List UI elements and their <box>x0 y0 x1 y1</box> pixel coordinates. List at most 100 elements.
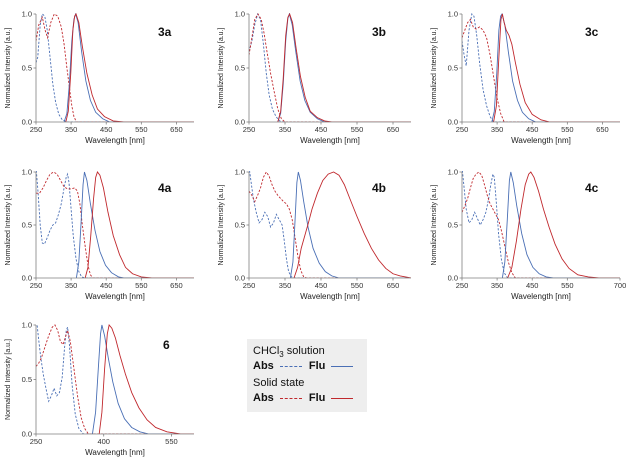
x-tick-label-4b: 350 <box>279 281 292 290</box>
chart-panel-3b: 0.0 0.5 1.0 250 350 450 550 650 Wavelength [nm] N… <box>218 10 411 145</box>
y-tick-label-3a: 0.0 <box>22 118 32 127</box>
y-tick-label-3c: 0.5 <box>448 64 458 73</box>
x-tick-label-4a: 650 <box>170 281 183 290</box>
panel-label-4b: 4b <box>372 181 386 195</box>
x-axis-title-3c: Wavelength [nm] <box>511 136 571 145</box>
y-axis-title-6: Normalized Intensity [a.u.] <box>5 339 12 420</box>
series-line-3c-red-solid <box>493 13 620 122</box>
legend-solution-label: CHCl <box>253 345 280 357</box>
legend-solid-abs-swatch <box>279 397 302 399</box>
panel-label-4c: 4c <box>585 181 599 195</box>
y-tick-label-3a: 1.0 <box>22 10 32 19</box>
legend-solid-label: Solid state <box>253 377 305 389</box>
legend-solution-entries: Abs Flu <box>253 360 357 372</box>
series-line-4c-blue-dashed <box>462 171 620 278</box>
chart-panel-4b: 0.0 0.5 1.0 250 350 450 550 650 Wavelength [nm] N… <box>218 168 411 301</box>
x-tick-label-4a: 550 <box>135 281 148 290</box>
panel-label-3c: 3c <box>585 25 599 39</box>
panel-label-6: 6 <box>163 338 170 352</box>
series-line-6-red-dashed <box>36 324 194 434</box>
panel-label-4a: 4a <box>158 181 172 195</box>
legend-solution-title: CHCl3 solution <box>253 345 325 359</box>
x-axis-title-3a: Wavelength [nm] <box>85 136 145 145</box>
legend-solution-abs-label: Abs <box>253 360 274 372</box>
series-line-3c-blue-solid <box>491 13 620 122</box>
x-axis-title-4c: Wavelength [nm] <box>511 292 571 301</box>
legend: CHCl3 solution Abs Flu Solid state Abs F… <box>247 339 367 412</box>
x-tick-label-4c: 350 <box>491 281 504 290</box>
legend-solution-sub: 3 <box>279 350 284 360</box>
x-tick-label-3c: 550 <box>561 125 574 134</box>
y-tick-label-4a: 1.0 <box>22 168 32 177</box>
series-line-4b-blue-dashed <box>249 171 411 278</box>
x-tick-label-4c: 250 <box>456 281 469 290</box>
x-tick-label-3a: 650 <box>170 125 183 134</box>
x-axis-title-4b: Wavelength [nm] <box>300 292 360 301</box>
x-tick-label-3c: 450 <box>526 125 539 134</box>
x-tick-label-6: 550 <box>165 437 178 446</box>
x-tick-label-3b: 350 <box>279 125 292 134</box>
chart-panel-3c: 0.0 0.5 1.0 250 350 450 550 650 Wavelength [nm] N… <box>431 10 620 145</box>
x-tick-label-3b: 450 <box>315 125 328 134</box>
panel-label-3a: 3a <box>158 25 172 39</box>
x-tick-label-3a: 350 <box>65 125 78 134</box>
x-tick-label-3b: 550 <box>351 125 364 134</box>
y-tick-label-4b: 0.0 <box>235 274 245 283</box>
series-line-4b-red-dashed <box>249 171 411 278</box>
y-axis-title-4c: Normalized Intensity [a.u.] <box>431 184 438 265</box>
legend-solution-flu-swatch <box>331 365 354 367</box>
series-line-3a-blue-dashed <box>36 13 194 122</box>
series-line-4c-red-dashed <box>462 171 620 278</box>
x-tick-label-3c: 350 <box>491 125 504 134</box>
chart-panel-6: 0.0 0.5 1.0 250 400 550 Wavelength [nm] Normali… <box>5 321 194 457</box>
y-tick-label-3b: 1.0 <box>235 10 245 19</box>
chart-panel-3a: 0.0 0.5 1.0 250 350 450 550 650 Wavelength [nm] N… <box>5 10 194 145</box>
chart-panel-4c: 0.0 0.5 1.0 250 350 450 550 700 Wavelength [nm] N… <box>431 168 627 302</box>
series-line-4c-blue-solid <box>501 171 620 278</box>
series-line-3c-blue-dashed <box>462 13 620 122</box>
series-line-6-blue-dashed <box>36 324 194 434</box>
series-line-3a-red-solid <box>65 13 194 122</box>
x-tick-label-3c: 650 <box>596 125 609 134</box>
series-line-4c-red-solid <box>507 171 620 278</box>
series-line-3a-blue-solid <box>63 13 194 122</box>
y-tick-label-4a: 0.0 <box>22 274 32 283</box>
y-tick-label-3c: 0.0 <box>448 118 458 127</box>
x-tick-label-3b: 650 <box>387 125 400 134</box>
series-line-4a-blue-dashed <box>36 171 194 278</box>
x-tick-label-4c: 700 <box>614 281 627 290</box>
x-tick-label-4a: 250 <box>30 281 43 290</box>
series-line-4b-red-solid <box>293 171 411 278</box>
series-line-3b-blue-dashed <box>249 13 411 122</box>
x-tick-label-4c: 550 <box>561 281 574 290</box>
x-tick-label-3c: 250 <box>456 125 469 134</box>
y-axis-title-4a: Normalized Intensity [a.u.] <box>5 184 12 265</box>
y-tick-label-4c: 0.5 <box>448 221 458 230</box>
y-tick-label-3a: 0.5 <box>22 64 32 73</box>
x-tick-label-3a: 450 <box>100 125 113 134</box>
series-line-6-red-solid <box>98 324 194 434</box>
x-tick-label-4a: 450 <box>100 281 113 290</box>
y-axis-title-3c: Normalized Intensity [a.u.] <box>431 27 438 108</box>
x-tick-label-3a: 550 <box>135 125 148 134</box>
y-tick-label-4b: 1.0 <box>235 168 245 177</box>
legend-solution-suffix: solution <box>283 345 325 357</box>
x-tick-label-6: 250 <box>30 437 43 446</box>
x-tick-label-4b: 450 <box>315 281 328 290</box>
series-line-3b-red-solid <box>277 13 411 122</box>
x-axis-title-3b: Wavelength [nm] <box>300 136 360 145</box>
x-tick-label-3a: 250 <box>30 125 43 134</box>
y-tick-label-6: 1.0 <box>22 321 32 330</box>
series-line-3b-blue-solid <box>277 13 411 122</box>
series-line-6-blue-solid <box>91 324 194 434</box>
series-line-4a-red-dashed <box>36 171 194 278</box>
y-tick-label-4c: 0.0 <box>448 274 458 283</box>
y-tick-label-4c: 1.0 <box>448 168 458 177</box>
series-line-4a-red-solid <box>84 171 194 278</box>
y-axis-title-3a: Normalized Intensity [a.u.] <box>5 27 12 108</box>
y-tick-label-6: 0.5 <box>22 375 32 384</box>
panel-label-3b: 3b <box>372 25 386 39</box>
x-tick-label-4b: 650 <box>387 281 400 290</box>
series-line-4b-blue-solid <box>289 171 411 278</box>
